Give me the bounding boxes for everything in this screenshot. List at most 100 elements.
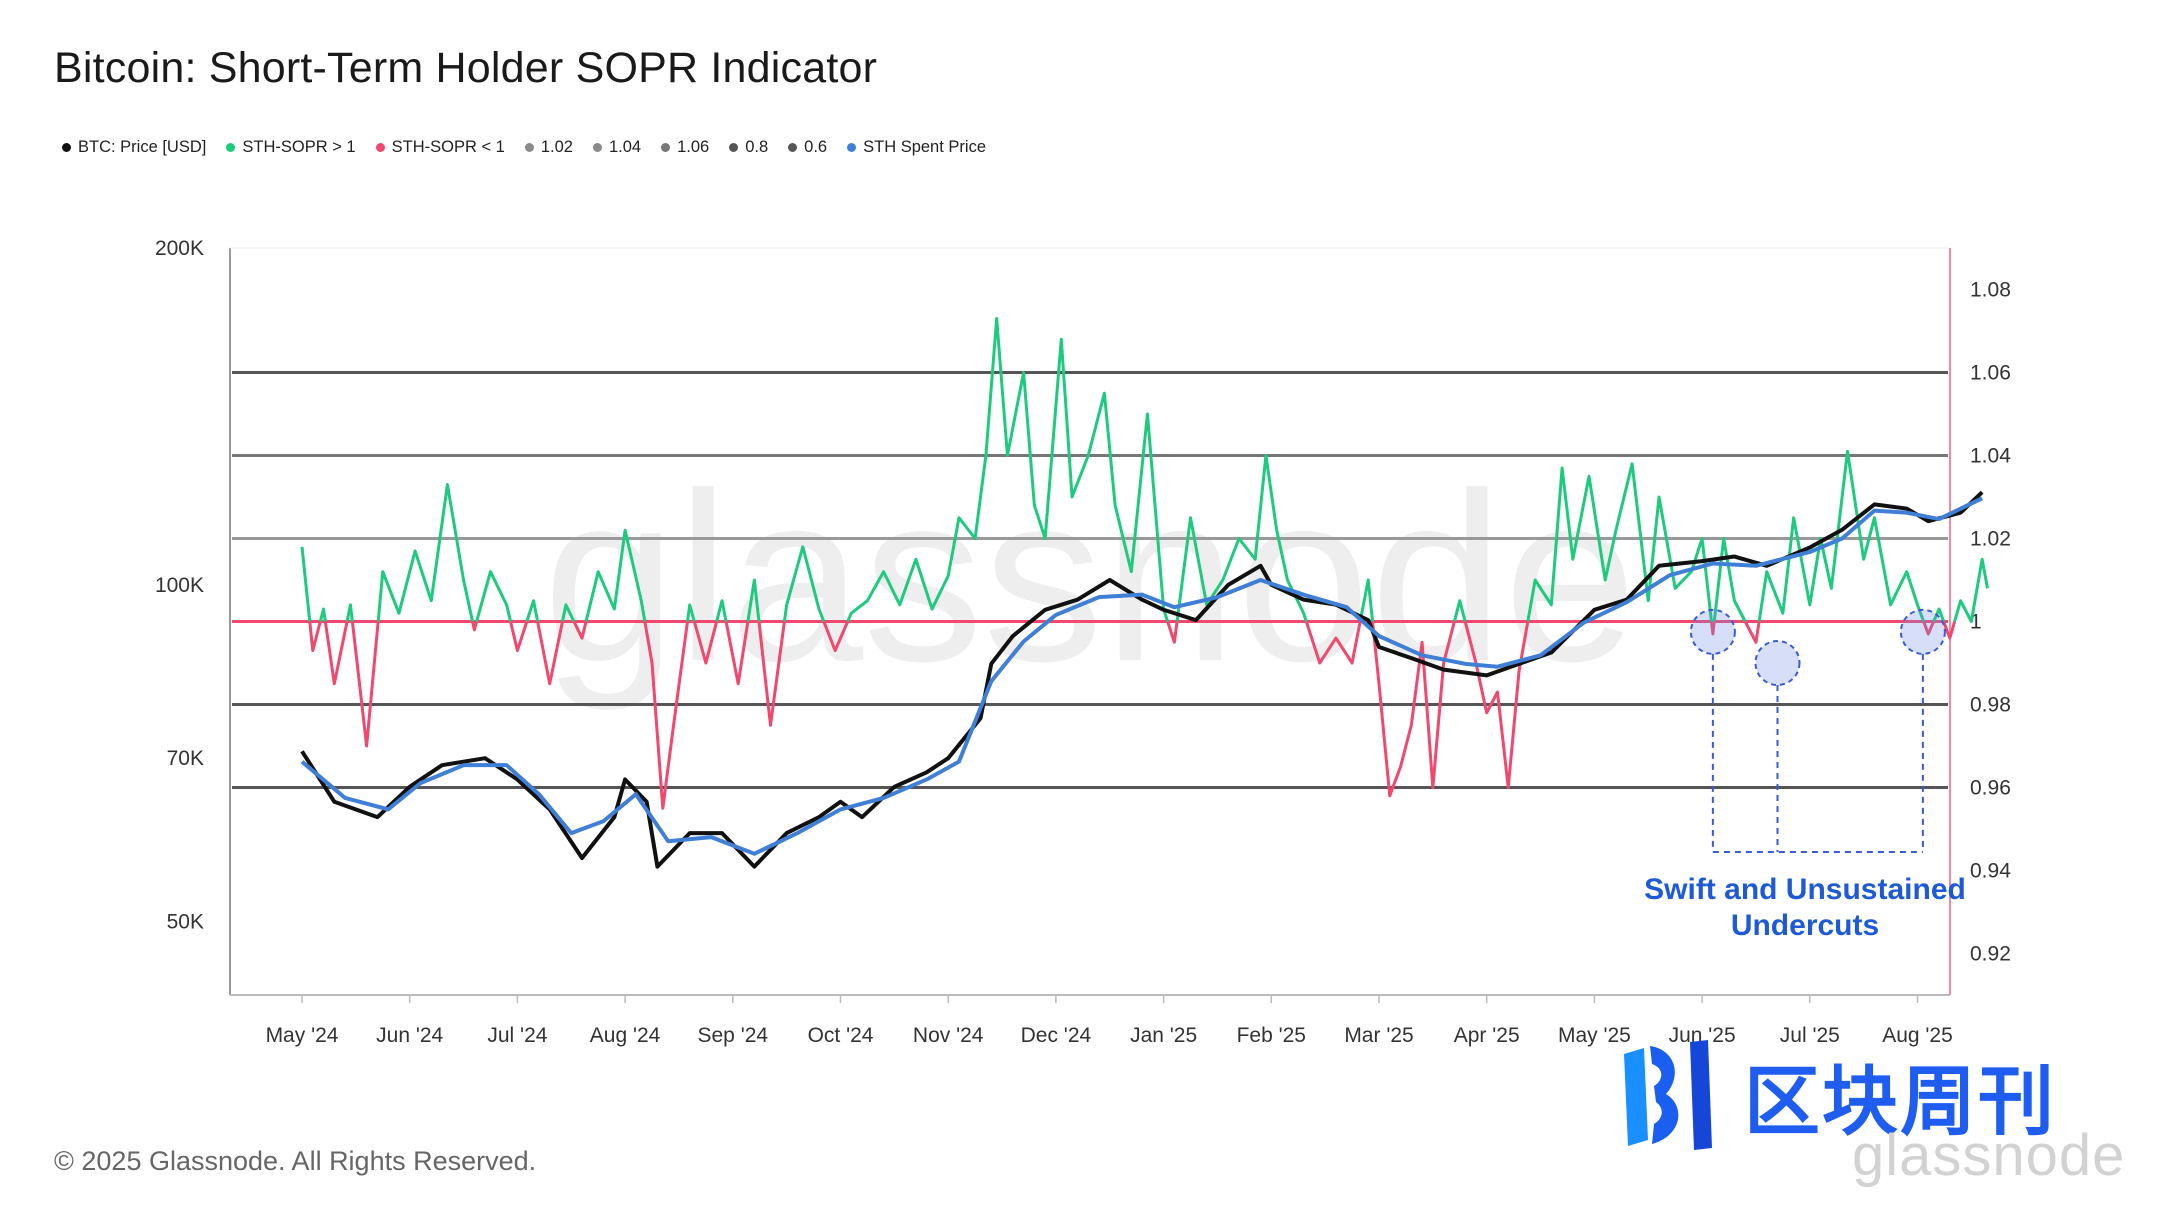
y-right-tick-label: 0.98 [1970,694,2011,717]
sopr-below-1-line [1922,620,1936,636]
sopr-below-1-line [643,621,689,810]
legend-label: STH Spent Price [863,138,986,156]
background-watermark: glassnode [543,443,1637,711]
legend-dot-icon [226,143,236,152]
sopr-above-1-line [560,603,576,623]
sopr-above-1-line [345,603,354,622]
sopr-above-1-line [846,317,1170,623]
legend-dot-icon [847,143,857,152]
x-tick-label: Aug '24 [590,1024,661,1047]
sopr-above-1-line [1526,462,1713,622]
legend-label: STH-SOPR > 1 [242,138,356,156]
watermark-cn-text: 区块周刊 [1744,1057,2056,1146]
y-right-tick-label: 0.96 [1970,777,2011,800]
sopr-above-1-line [746,578,761,622]
x-tick-label: Jun '25 [1669,1024,1736,1047]
sopr-above-1-line [300,546,312,622]
sopr-above-1-line [1358,578,1375,622]
sopr-below-1-line [757,621,786,727]
sopr-above-1-line [1712,537,1747,623]
x-tick-label: Oct '24 [808,1024,874,1047]
sopr-below-1-line [724,621,750,686]
legend-dot-icon [788,143,798,152]
legend-label: STH-SOPR < 1 [391,138,505,156]
sopr-above-1-line [686,603,696,622]
sopr-below-1-line [1709,621,1716,636]
x-tick-label: Jun '24 [376,1024,443,1047]
y-left-tick-label: 70K [167,747,204,770]
sopr-above-1-line [318,607,327,622]
legend-label: 1.06 [677,138,710,156]
x-tick-label: Jul '25 [1780,1024,1840,1047]
legend-dot-icon [375,143,385,152]
sopr-below-1-line [323,621,349,686]
x-tick-label: Dec '24 [1021,1024,1092,1047]
x-tick-label: May '24 [266,1024,339,1047]
legend-item[interactable]: 0.8 [729,138,768,157]
legend: BTC: Price [USD] STH-SOPR > 1 STH-SOPR < 1… [62,138,986,157]
sopr-above-1-line [475,570,513,622]
legend-item[interactable]: STH-SOPR < 1 [375,138,505,157]
sopr-above-1-line [715,599,728,622]
sth-spent-price-line [300,496,1983,856]
legend-dot-icon [62,143,71,152]
sopr-above-1-line [376,483,474,622]
x-tick-label: Sep '24 [698,1024,769,1047]
sopr-below-1-line [308,621,322,653]
chart-title: Bitcoin: Short-Term Holder SOPR Indicato… [54,44,878,92]
sopr-above-1-line [1757,449,1926,623]
x-tick-label: May '25 [1558,1024,1631,1047]
legend-dot-icon [729,143,739,152]
highlight-circle [1754,640,1801,686]
sopr-below-1-line [692,621,719,665]
btc-price-line [300,490,1984,869]
y-right-tick-label: 0.92 [1970,943,2011,966]
sopr-below-1-line [536,621,564,686]
sopr-below-1-line [509,621,529,653]
y-right-tick-label: 0.94 [1970,860,2011,883]
y-left-tick-label: 100K [155,574,204,597]
sopr-below-1-line [1743,620,1761,644]
y-right-tick-label: 1.02 [1970,528,2011,551]
sopr-above-1-line [584,528,647,622]
highlight-circle [1689,608,1736,655]
y-right-tick-label: 1.04 [1970,445,2011,468]
sopr-below-1-line [822,620,850,653]
legend-item[interactable]: STH Spent Price [847,138,986,157]
legend-label: 0.8 [745,138,769,156]
sopr-above-1-line [1953,557,1989,623]
legend-item[interactable]: 1.02 [524,138,573,157]
sopr-below-1-line [471,621,479,632]
annotation-undercuts: Swift and Unsustained Undercuts [1620,872,1990,944]
legend-label: 1.04 [608,138,642,156]
annotation-line-2: Undercuts [1730,909,1880,942]
legend-item[interactable]: 1.04 [592,138,642,157]
x-tick-label: Aug '25 [1882,1024,1953,1047]
sopr-above-1-line [525,599,540,622]
watermark-glassnode: glassnode [1852,1123,2126,1188]
sopr-below-1-line [1371,621,1456,798]
y-left-tick-label: 50K [167,911,204,934]
legend-dot-icon [592,143,602,152]
sopr-below-1-line [1304,621,1362,665]
legend-item[interactable]: 1.06 [661,138,709,157]
sopr-below-1-line [1942,620,1957,640]
blockweekly-logo-icon [1624,1040,1712,1150]
y-right-tick-label: 1.06 [1970,362,2011,385]
y-right-tick-label: 1 [1970,611,1982,634]
legend-item[interactable]: STH-SOPR > 1 [226,138,356,157]
sopr-below-1-line [350,621,380,748]
sopr-above-1-line [782,545,826,623]
copyright: © 2025 Glassnode. All Rights Reserved. [54,1146,537,1176]
sopr-above-1-line [1452,599,1467,622]
x-tick-label: Mar '25 [1344,1024,1413,1047]
x-tick-label: Jan '25 [1130,1024,1197,1047]
watermark-logo: 区块周刊 [1620,1040,2056,1150]
x-tick-label: Feb '25 [1237,1024,1306,1047]
legend-label: BTC: Price [USD] [78,138,207,156]
legend-item[interactable]: BTC: Price [USD] [62,138,206,157]
sopr-above-1-line [1932,607,1946,623]
legend-item[interactable]: 0.6 [788,138,827,157]
legend-dot-icon [661,143,671,152]
